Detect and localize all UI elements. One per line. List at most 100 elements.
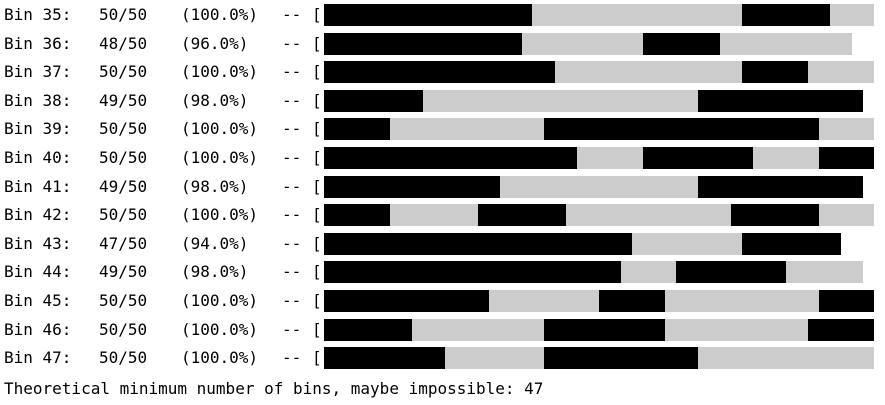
bin-label: Bin 44:: [4, 262, 72, 281]
bin-percentage: (100.0%): [181, 148, 259, 167]
filled-segment: [742, 61, 808, 83]
fill-bar: [324, 347, 874, 369]
bin-row: Bin 46: 50/50 (100.0%) -- [: [4, 319, 885, 341]
bin-count: 50/50: [99, 291, 148, 310]
bracket-open: [: [312, 177, 322, 196]
separator: --: [282, 205, 302, 224]
separator: --: [282, 234, 302, 253]
fill-bar: [324, 4, 874, 26]
fill-bar: [324, 90, 863, 112]
separator: --: [282, 177, 302, 196]
bin-row: Bin 42: 50/50 (100.0%) -- [: [4, 204, 885, 226]
filled-segment: [324, 61, 555, 83]
bin-row: Bin 44: 49/50 (98.0%) -- [: [4, 261, 885, 283]
bin-label: Bin 35:: [4, 5, 72, 24]
bin-row: Bin 41: 49/50 (98.0%) -- [: [4, 176, 885, 198]
separator: --: [282, 262, 302, 281]
fill-bar: [324, 33, 852, 55]
filled-segment: [808, 319, 874, 341]
separator: --: [282, 62, 302, 81]
separator: --: [282, 291, 302, 310]
fill-bar: [324, 118, 874, 140]
bin-row: Bin 47: 50/50 (100.0%) -- [: [4, 347, 885, 369]
fill-bar: [324, 61, 874, 83]
separator: --: [282, 34, 302, 53]
separator: --: [282, 119, 302, 138]
fill-bar: [324, 233, 841, 255]
filled-segment: [643, 147, 753, 169]
filled-segment: [731, 204, 819, 226]
bracket-open: [: [312, 234, 322, 253]
bin-row: Bin 45: 50/50 (100.0%) -- [: [4, 290, 885, 312]
bin-count: 50/50: [99, 320, 148, 339]
bracket-open: [: [312, 5, 322, 24]
fill-bar: [324, 204, 874, 226]
bin-label: Bin 37:: [4, 62, 72, 81]
filled-segment: [819, 290, 874, 312]
bin-percentage: (100.0%): [181, 62, 259, 81]
bin-label: Bin 45:: [4, 291, 72, 310]
separator: --: [282, 5, 302, 24]
bin-percentage: (100.0%): [181, 320, 259, 339]
filled-segment: [742, 233, 841, 255]
filled-segment: [478, 204, 566, 226]
filled-segment: [324, 90, 423, 112]
bin-percentage: (96.0%): [181, 34, 249, 53]
fill-bar: [324, 290, 874, 312]
bin-percentage: (100.0%): [181, 119, 259, 138]
bin-label: Bin 39:: [4, 119, 72, 138]
bracket-open: [: [312, 34, 322, 53]
bin-percentage: (98.0%): [181, 262, 249, 281]
bin-percentage: (98.0%): [181, 91, 249, 110]
bin-count: 47/50: [99, 234, 148, 253]
bracket-open: [: [312, 348, 322, 367]
bracket-open: [: [312, 262, 322, 281]
bracket-open: [: [312, 119, 322, 138]
bin-percentage: (98.0%): [181, 177, 249, 196]
filled-segment: [324, 347, 445, 369]
bin-percentage: (100.0%): [181, 205, 259, 224]
bin-count: 50/50: [99, 5, 148, 24]
filled-segment: [324, 261, 621, 283]
bin-percentage: (100.0%): [181, 348, 259, 367]
bin-label: Bin 36:: [4, 34, 72, 53]
bin-count: 50/50: [99, 148, 148, 167]
bin-label: Bin 41:: [4, 177, 72, 196]
filled-segment: [742, 4, 830, 26]
bin-label: Bin 47:: [4, 348, 72, 367]
bin-row: Bin 36: 48/50 (96.0%) -- [: [4, 33, 885, 55]
filled-segment: [544, 319, 665, 341]
filled-segment: [599, 290, 665, 312]
summary-line: Theoretical minimum number of bins, mayb…: [4, 379, 544, 398]
fill-bar: [324, 147, 874, 169]
separator: --: [282, 148, 302, 167]
bracket-open: [: [312, 91, 322, 110]
filled-segment: [643, 33, 720, 55]
filled-segment: [544, 347, 698, 369]
fill-bar: [324, 261, 863, 283]
bracket-open: [: [312, 205, 322, 224]
filled-segment: [324, 290, 489, 312]
bin-row: Bin 43: 47/50 (94.0%) -- [: [4, 233, 885, 255]
filled-segment: [324, 4, 532, 26]
bin-row: Bin 38: 49/50 (98.0%) -- [: [4, 90, 885, 112]
bin-label: Bin 43:: [4, 234, 72, 253]
filled-segment: [324, 147, 577, 169]
bin-percentage: (94.0%): [181, 234, 249, 253]
filled-segment: [698, 176, 863, 198]
bin-count: 50/50: [99, 119, 148, 138]
bin-label: Bin 38:: [4, 91, 72, 110]
bin-percentage: (100.0%): [181, 5, 259, 24]
bin-count: 48/50: [99, 34, 148, 53]
bracket-open: [: [312, 320, 322, 339]
filled-segment: [819, 147, 874, 169]
separator: --: [282, 91, 302, 110]
bracket-open: [: [312, 148, 322, 167]
bin-count: 50/50: [99, 348, 148, 367]
bin-row: Bin 35: 50/50 (100.0%) -- [: [4, 4, 885, 26]
bracket-open: [: [312, 291, 322, 310]
filled-segment: [324, 319, 412, 341]
bin-count: 49/50: [99, 91, 148, 110]
bin-count: 49/50: [99, 262, 148, 281]
